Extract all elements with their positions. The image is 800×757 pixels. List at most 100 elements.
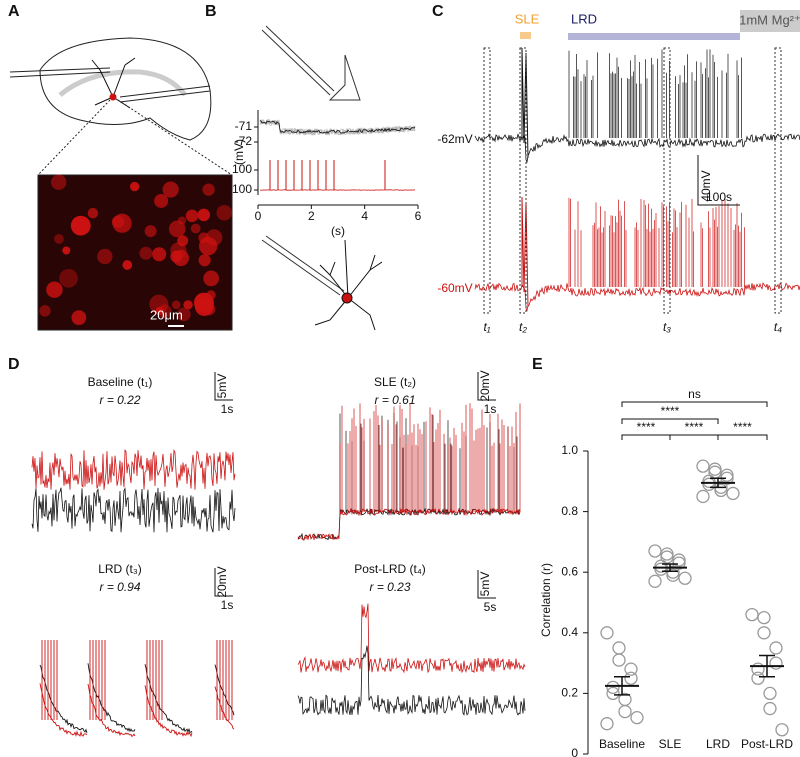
point xyxy=(612,653,626,667)
trace xyxy=(259,120,416,134)
point xyxy=(666,565,680,579)
x-tick-label: 4 xyxy=(361,209,368,223)
x-tick-label: SLE xyxy=(659,737,682,751)
condition-box xyxy=(740,10,800,32)
inset-r: r = 0.61 xyxy=(374,393,415,407)
x-tick-label: Baseline xyxy=(599,737,645,751)
y-axis-label: (mV) xyxy=(232,139,246,165)
significance: **** xyxy=(661,404,680,418)
scale-label: 20mV xyxy=(478,370,492,401)
scale-label: 40mV xyxy=(699,170,713,201)
point xyxy=(624,662,638,676)
cell-body xyxy=(70,215,91,236)
panel-label: A xyxy=(8,3,20,20)
bracket xyxy=(669,434,719,440)
cell-body xyxy=(216,205,233,221)
cell-body xyxy=(46,281,63,298)
error-bar xyxy=(759,654,775,678)
time-window xyxy=(519,47,527,314)
panel-label: C xyxy=(432,3,444,20)
point xyxy=(654,559,668,573)
cell-body xyxy=(62,246,71,255)
y-tick-label: -100 xyxy=(228,182,252,196)
significance: ns xyxy=(688,387,701,401)
cell-body xyxy=(154,193,169,208)
cell-body xyxy=(177,235,189,247)
point xyxy=(600,717,614,731)
point xyxy=(630,710,644,725)
inset-title: LRD (t₃) xyxy=(98,562,142,576)
scale-label: 1s xyxy=(221,402,234,416)
y-tick-label: 1.0 xyxy=(561,443,578,457)
cell-body xyxy=(111,215,125,228)
recorded-cell xyxy=(341,292,353,304)
trace xyxy=(39,640,235,738)
point xyxy=(696,489,710,504)
point xyxy=(751,671,765,685)
significance: **** xyxy=(637,420,656,434)
cell-body xyxy=(171,300,181,310)
cell-body xyxy=(176,307,191,322)
x-tick-label: LRD xyxy=(706,737,730,751)
spikes xyxy=(568,49,742,138)
scale-label: 5mV xyxy=(215,374,229,399)
x-tick-label: Post-LRD xyxy=(741,737,793,751)
point xyxy=(678,571,692,585)
scale-label: 20mV xyxy=(215,566,229,597)
time-marker: t₄ xyxy=(774,320,782,334)
point xyxy=(666,568,680,582)
point xyxy=(702,474,716,488)
scale-label: 1s xyxy=(484,402,497,416)
time-window xyxy=(663,47,671,314)
trace xyxy=(297,507,521,541)
y-tick-label: 0.6 xyxy=(561,564,578,578)
point xyxy=(708,465,722,479)
pipette-sketch xyxy=(261,25,383,331)
sle-bar xyxy=(520,32,531,39)
sle-label: SLE xyxy=(515,11,540,26)
scale-bar xyxy=(697,155,740,206)
x-tick-label: 6 xyxy=(415,209,422,223)
trace xyxy=(474,282,800,312)
inset-r: r = 0.23 xyxy=(369,580,410,594)
point xyxy=(606,680,620,694)
y-tick-label: -71 xyxy=(235,119,253,133)
trace xyxy=(297,645,526,716)
cell-body xyxy=(54,234,64,244)
panel-label: B xyxy=(205,3,217,20)
error-bar xyxy=(662,563,678,573)
cell-body xyxy=(162,181,179,198)
cell-body xyxy=(59,268,78,288)
point xyxy=(769,656,783,670)
spikes xyxy=(339,403,521,512)
point xyxy=(775,723,789,737)
point xyxy=(708,462,722,476)
cell-body xyxy=(194,292,214,313)
point xyxy=(757,626,771,640)
sle-burst xyxy=(521,196,529,308)
cell xyxy=(109,93,117,101)
scale-bar xyxy=(477,372,496,401)
point xyxy=(648,574,662,588)
point xyxy=(696,459,710,473)
cell-body xyxy=(185,209,199,223)
point xyxy=(720,468,734,482)
cell-body xyxy=(198,254,211,267)
cell-body xyxy=(205,229,223,246)
point xyxy=(702,477,716,491)
spikes xyxy=(269,160,386,190)
point xyxy=(624,671,638,685)
scale-label: 5s xyxy=(484,600,497,614)
scale-bar xyxy=(214,568,233,597)
condition-label: 1mM Mg²⁺ xyxy=(739,12,800,27)
x-axis-label: (s) xyxy=(331,224,345,238)
lrd-bar xyxy=(568,33,740,40)
trace xyxy=(474,132,800,164)
point xyxy=(618,704,632,719)
x-tick-label: 0 xyxy=(255,209,262,223)
significance: **** xyxy=(733,420,752,434)
cell-body xyxy=(122,260,133,270)
y-tick-label: 0 xyxy=(571,746,578,757)
trace xyxy=(297,603,526,674)
point xyxy=(763,686,777,701)
